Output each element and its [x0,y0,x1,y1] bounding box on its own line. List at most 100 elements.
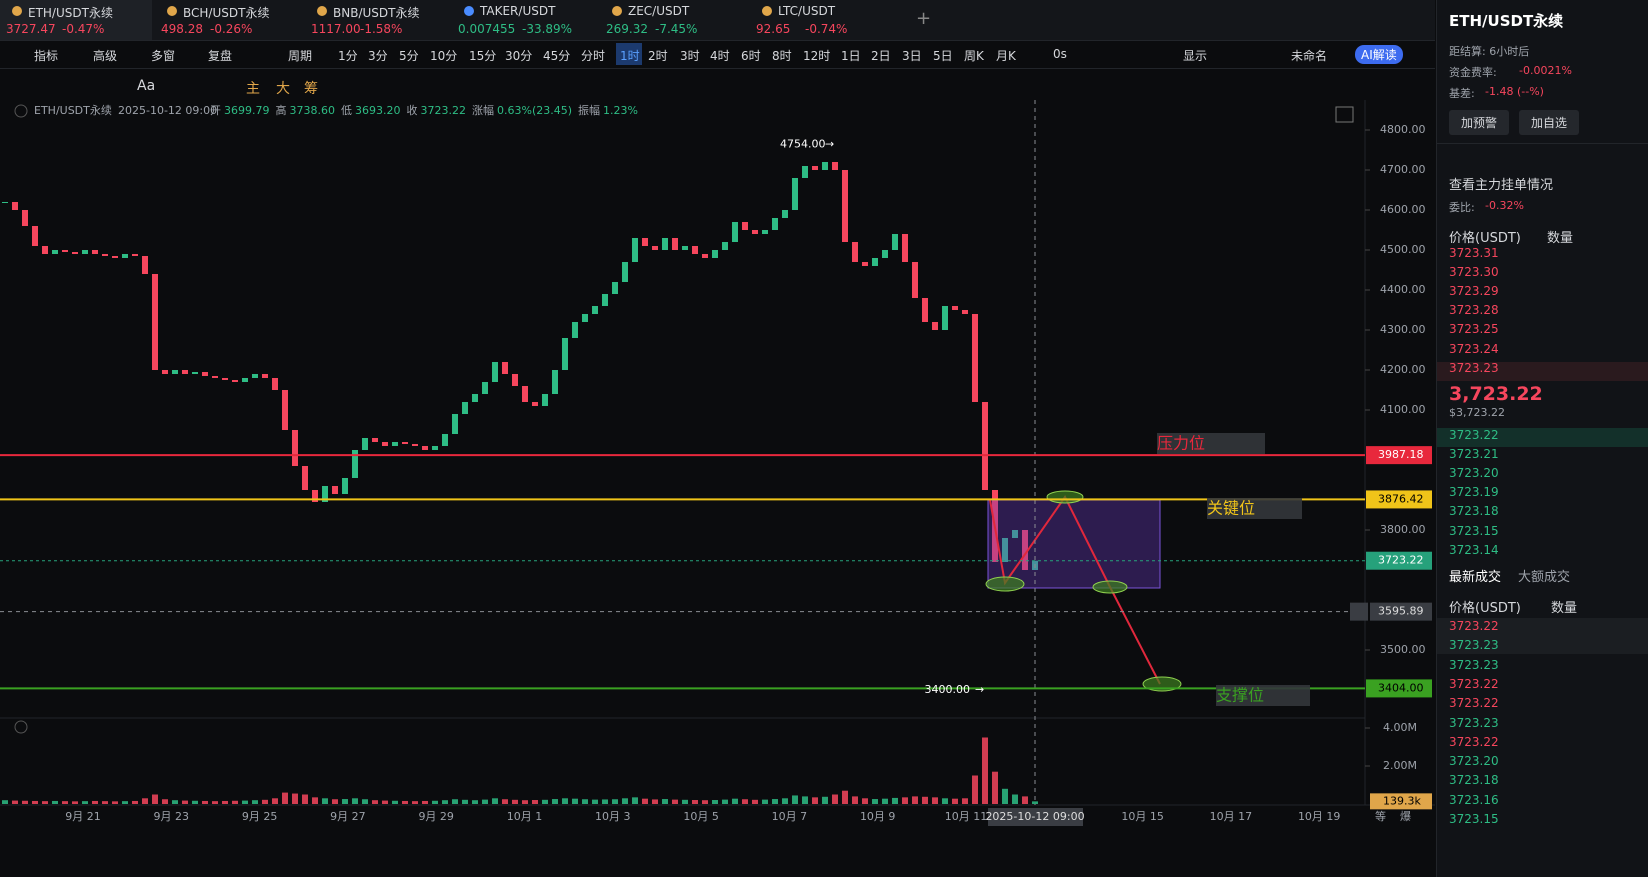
fullscreen-icon[interactable] [1335,106,1354,123]
depth-link[interactable]: 查看主力挂单情况 [1449,178,1554,193]
toolbar-item[interactable]: 8时 [772,49,792,63]
tab-name[interactable]: BNB/USDT永续 [333,6,420,20]
toolbar-right-item[interactable]: 显示 [1183,49,1208,63]
candle [922,298,928,322]
tab-name[interactable]: BCH/USDT永续 [183,6,270,20]
volume-bar [382,800,388,804]
toolbar-item[interactable]: 45分 [543,49,571,63]
toolbar-item[interactable]: 3日 [902,49,922,63]
funding-label: 资金费率: [1449,66,1497,79]
volume-bar [422,800,428,804]
volume-bar [612,799,618,804]
candle [582,314,588,322]
drawing-tool[interactable]: 筹 [304,81,318,97]
extreme-arrow: → [975,683,984,696]
side-button[interactable]: 加自选 [1519,110,1579,135]
candle [672,238,678,250]
volume-bar [842,790,848,804]
toolbar-item[interactable]: 高级 [93,49,118,63]
tab-name[interactable]: TAKER/USDT [480,4,556,18]
toolbar-item[interactable]: 15分 [469,49,497,63]
toolbar-item[interactable]: 10分 [430,49,458,63]
toolbar-item[interactable]: 分时 [581,49,606,63]
volume-bar [592,799,598,804]
collapse-icon[interactable] [14,104,28,118]
add-tab[interactable]: + [916,8,932,29]
toolbar-item[interactable]: 5分 [399,49,419,63]
volume-bar [982,737,988,804]
drawing-tool[interactable]: 主 [246,81,260,97]
x-tick-label: 10月 17 [1210,810,1253,823]
volume-bar [722,799,728,804]
volume-bar [812,797,818,804]
candle [1002,538,1008,562]
level-name-box [1157,433,1265,454]
toolbar-right-item[interactable]: 0s [1053,47,1067,61]
candle [1022,530,1028,570]
toolbar-item[interactable]: 30分 [505,49,533,63]
candle [232,380,238,382]
toolbar-item[interactable]: 1分 [338,49,358,63]
toolbar-item[interactable]: 2日 [871,49,891,63]
toolbar-item[interactable]: 多窗 [151,49,176,63]
tab-name[interactable]: LTC/USDT [778,4,836,18]
toolbar-item[interactable]: 12时 [803,49,831,63]
trade-price: 3723.22 [1449,696,1499,711]
toolbar-item[interactable]: 6时 [741,49,761,63]
candle [382,442,388,446]
level-name: 压力位 [1157,434,1205,453]
toolbar-item[interactable]: 1时 [620,49,640,63]
toolbar-item[interactable]: 4时 [710,49,730,63]
toolbar-item[interactable]: 3分 [368,49,388,63]
volume-bar [872,799,878,804]
volume-bar [912,796,918,804]
candle [722,242,728,250]
candle [372,438,378,442]
level-name: 支撑位 [1216,686,1264,705]
toolbar-item[interactable]: 5日 [933,49,953,63]
candle [822,162,828,170]
tab-name[interactable]: ETH/USDT永续 [28,6,113,20]
toolbar-right-item[interactable]: AI解读 [1355,45,1403,64]
x-tick-label: 9月 29 [418,810,454,823]
toolbar-item[interactable]: 2时 [648,49,668,63]
candle [502,362,508,374]
candle [762,230,768,234]
candle [82,250,88,254]
volume-bar [692,800,698,804]
volume-bar [392,800,398,804]
ohlc-label: 高 [276,103,287,117]
trade-price: 3723.16 [1449,792,1499,807]
toolbar-item[interactable]: 指标 [34,49,59,63]
ask-price: 3723.30 [1449,265,1499,280]
panel-sep [1437,143,1648,144]
toolbar-item[interactable]: 1日 [841,49,861,63]
toolbar-item[interactable]: 3时 [680,49,700,63]
drawing-tool[interactable]: 大 [276,81,290,97]
toolbar-item[interactable]: 月K [996,49,1016,63]
trade-tab[interactable]: 最新成交 [1449,570,1502,585]
toolbar-item[interactable]: 周K [964,49,984,63]
side-button[interactable]: 加预警 [1449,110,1509,135]
drawing-tool[interactable]: Aa [137,78,156,94]
ohlc-value: 3693.20 [355,104,401,117]
candle [522,386,528,402]
toolbar-item[interactable]: 复盘 [208,49,233,63]
funding: -0.0021% [1519,64,1572,77]
candle [512,374,518,386]
candle [662,238,668,250]
marker [985,576,1025,592]
candle [322,486,328,502]
toolbar-item[interactable]: 周期 [288,49,313,63]
volume-bar [12,800,18,804]
candle [102,254,108,256]
volume-bar [782,798,788,804]
toolbar-right-item[interactable]: 未命名 [1291,49,1328,63]
volume-bar [712,800,718,804]
volume-icon[interactable] [14,720,28,734]
candles [2,162,1038,804]
trade-tab[interactable]: 大额成交 [1518,570,1571,585]
bid-price: 3723.18 [1449,504,1499,519]
tab-name[interactable]: ZEC/USDT [628,4,690,18]
